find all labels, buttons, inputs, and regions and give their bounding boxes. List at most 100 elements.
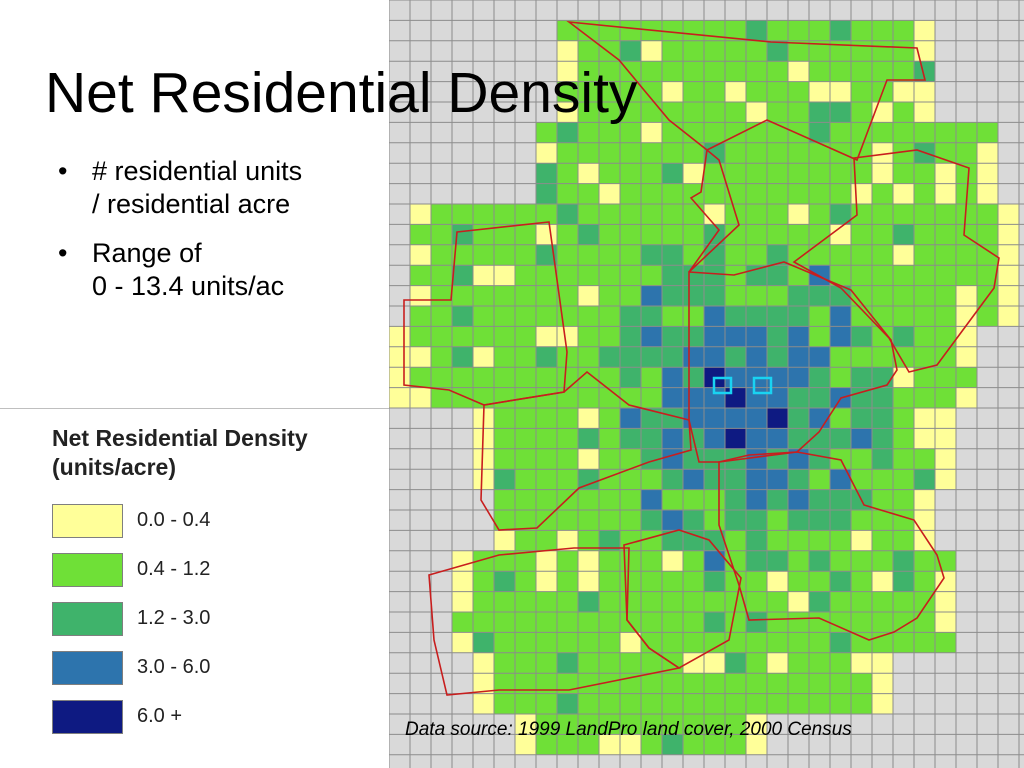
legend-swatch (52, 601, 123, 636)
map-cell (809, 510, 830, 531)
map-cell (872, 673, 893, 694)
map-cell (662, 632, 683, 653)
map-cell (599, 61, 620, 82)
map-cell (494, 265, 515, 286)
map-cell (767, 61, 788, 82)
map-cell (473, 673, 494, 694)
map-cell (662, 326, 683, 347)
map-cell (662, 408, 683, 429)
map-cell (704, 591, 725, 612)
map-cell (515, 612, 536, 633)
map-cell (536, 714, 557, 735)
map-cell (914, 367, 935, 388)
township-boundary (688, 261, 898, 463)
map-cell (725, 632, 746, 653)
map-cell (788, 489, 809, 510)
map-cell (431, 265, 452, 286)
map-cell (557, 163, 578, 184)
map-cell (725, 408, 746, 429)
map-cell (473, 693, 494, 714)
map-cell (473, 591, 494, 612)
map-cell (473, 326, 494, 347)
map-cell (452, 632, 473, 653)
map-cell (557, 734, 578, 755)
map-cell (599, 387, 620, 408)
map-cell (872, 612, 893, 633)
map-cell (557, 306, 578, 327)
map-cell (704, 612, 725, 633)
map-cell (872, 265, 893, 286)
map-cell (704, 61, 725, 82)
map-cell (578, 102, 599, 123)
map-cell (872, 428, 893, 449)
map-cell (557, 428, 578, 449)
map-cell (788, 591, 809, 612)
map-cell (809, 61, 830, 82)
map-cell (620, 408, 641, 429)
map-cell (557, 142, 578, 164)
map-cell (683, 387, 704, 408)
highlight-cell-marker (752, 376, 773, 395)
map-cell (641, 714, 662, 735)
map-cell (746, 489, 767, 510)
legend-title-line: Net Residential Density (52, 425, 308, 451)
map-cell (893, 612, 914, 633)
map-cell (452, 326, 473, 347)
map-cell (620, 224, 641, 245)
map-cell (704, 285, 725, 306)
map-cell (704, 489, 725, 510)
map-cell (809, 367, 830, 388)
map-cell (578, 693, 599, 714)
map-cell (704, 102, 725, 123)
map-cell (494, 591, 515, 612)
map-cell (914, 81, 935, 102)
map-cell (683, 142, 704, 164)
map-cell (641, 265, 662, 286)
map-cell (641, 224, 662, 245)
map-cell (809, 652, 830, 674)
map-cell (851, 530, 872, 551)
map-cell (851, 550, 872, 572)
map-cell (578, 510, 599, 531)
map-cell (599, 571, 620, 592)
map-cell (788, 326, 809, 347)
map-cell (893, 183, 914, 204)
map-cell (578, 122, 599, 143)
map-cell (431, 285, 452, 306)
map-cell (578, 244, 599, 266)
map-cell (935, 326, 956, 347)
map-cell (431, 387, 452, 408)
map-cell (809, 469, 830, 490)
map-cell (704, 734, 725, 755)
map-cell (704, 204, 725, 225)
map-cell (704, 224, 725, 245)
map-cell (494, 367, 515, 388)
map-cell (830, 510, 851, 531)
map-cell (620, 632, 641, 653)
map-cell (452, 571, 473, 592)
map-cell (704, 693, 725, 714)
map-cell (494, 652, 515, 674)
map-cell (725, 61, 746, 82)
map-cell (515, 693, 536, 714)
map-cell (746, 40, 767, 62)
map-cell (662, 734, 683, 755)
map-cell (557, 326, 578, 347)
map-cell (452, 612, 473, 633)
map-cell (536, 530, 557, 551)
map-cell (683, 326, 704, 347)
map-cell (830, 244, 851, 266)
map-cell (599, 632, 620, 653)
map-cell (536, 265, 557, 286)
map-cell (788, 367, 809, 388)
bullet-item-range: • Range of 0 - 13.4 units/ac (58, 237, 378, 303)
map-cell (683, 163, 704, 184)
map-cell (704, 40, 725, 62)
map-cell (578, 734, 599, 755)
map-cell (746, 102, 767, 123)
map-cell (830, 550, 851, 572)
map-cell (893, 81, 914, 102)
map-cell (494, 510, 515, 531)
map-cell (620, 591, 641, 612)
map-cell (578, 326, 599, 347)
